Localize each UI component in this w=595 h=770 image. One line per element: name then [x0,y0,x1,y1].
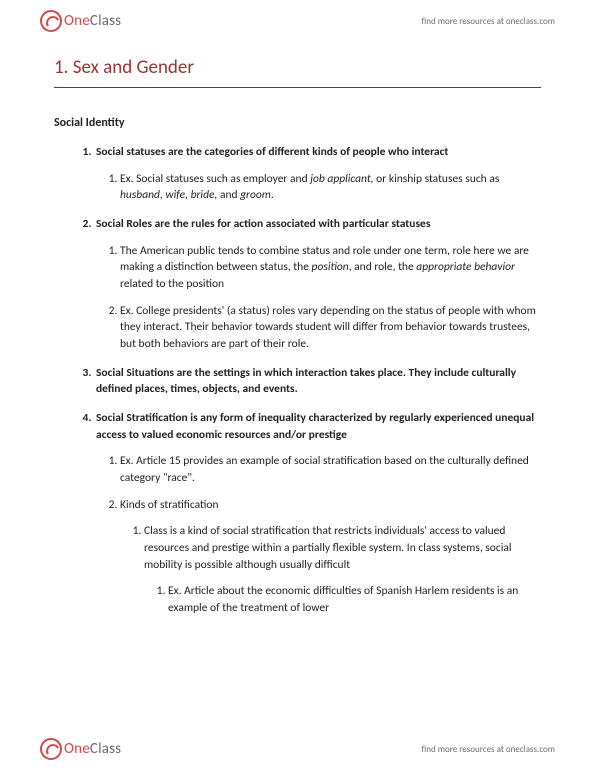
brand-part2: Class [90,12,121,30]
outline-sublist: Class is a kind of social stratification… [120,523,541,616]
outline-item: Ex. Article about the economic difficult… [168,583,541,616]
page-title: 1. Sex and Gender [54,56,541,88]
outline-item-text: Social statuses are the categories of di… [96,145,448,159]
page-footer: OneClass find more resources at oneclass… [0,732,595,770]
outline-item-text: Social Situations are the settings in wh… [96,366,516,397]
brand-logo-text: OneClass [64,12,121,30]
brand-logo-footer: OneClass [40,738,121,760]
outline-item-text: The American public tends to combine sta… [120,244,529,291]
page-header: OneClass find more resources at oneclass… [0,0,595,38]
outline-item: Kinds of stratification Class is a kind o… [120,497,541,617]
outline-item: Social Situations are the settings in wh… [94,365,541,398]
outline-item-text: Ex. Article 15 provides an example of so… [120,454,529,485]
outline-sublist: The American public tends to combine sta… [96,243,541,353]
outline-item: Social Stratification is any form of ine… [94,410,541,617]
brand-logo-icon [40,738,62,760]
outline-item: The American public tends to combine sta… [120,243,541,293]
outline-item: Ex. Article 15 provides an example of so… [120,453,541,486]
outline-item: Ex. Social statuses such as employer and… [120,171,541,204]
outline-item-text: Ex. Social statuses such as employer and… [120,172,499,203]
outline-sublist: Ex. Article 15 provides an example of so… [96,453,541,616]
outline-item-text: Social Stratification is any form of ine… [96,411,534,442]
brand-logo-icon [40,10,62,32]
outline-item-text: Ex. Article about the economic difficult… [168,584,518,615]
brand-part1: One [64,12,90,30]
brand-part2: Class [90,740,121,758]
header-tagline: find more resources at oneclass.com [422,16,555,27]
footer-tagline: find more resources at oneclass.com [422,744,555,755]
section-heading: Social Identity [54,116,541,130]
outline-sublist: Ex. Article about the economic difficult… [144,583,541,616]
outline-item-text: Ex. College presidents' (a status) roles… [120,304,536,351]
brand-logo: OneClass [40,10,121,32]
brand-logo-text: OneClass [64,740,121,758]
outline-item-text: Kinds of stratification [120,498,219,512]
outline-item: Ex. College presidents' (a status) roles… [120,303,541,353]
outline-item: Social Roles are the rules for action as… [94,216,541,353]
outline-sublist: Ex. Social statuses such as employer and… [96,171,541,204]
outline-item-text: Class is a kind of social stratification… [144,524,512,571]
outline-list: Social statuses are the categories of di… [54,144,541,617]
outline-item: Social statuses are the categories of di… [94,144,541,204]
document-content: 1. Sex and Gender Social Identity Social… [0,38,595,617]
outline-item: Class is a kind of social stratification… [144,523,541,616]
brand-part1: One [64,740,90,758]
outline-item-text: Social Roles are the rules for action as… [96,217,430,231]
